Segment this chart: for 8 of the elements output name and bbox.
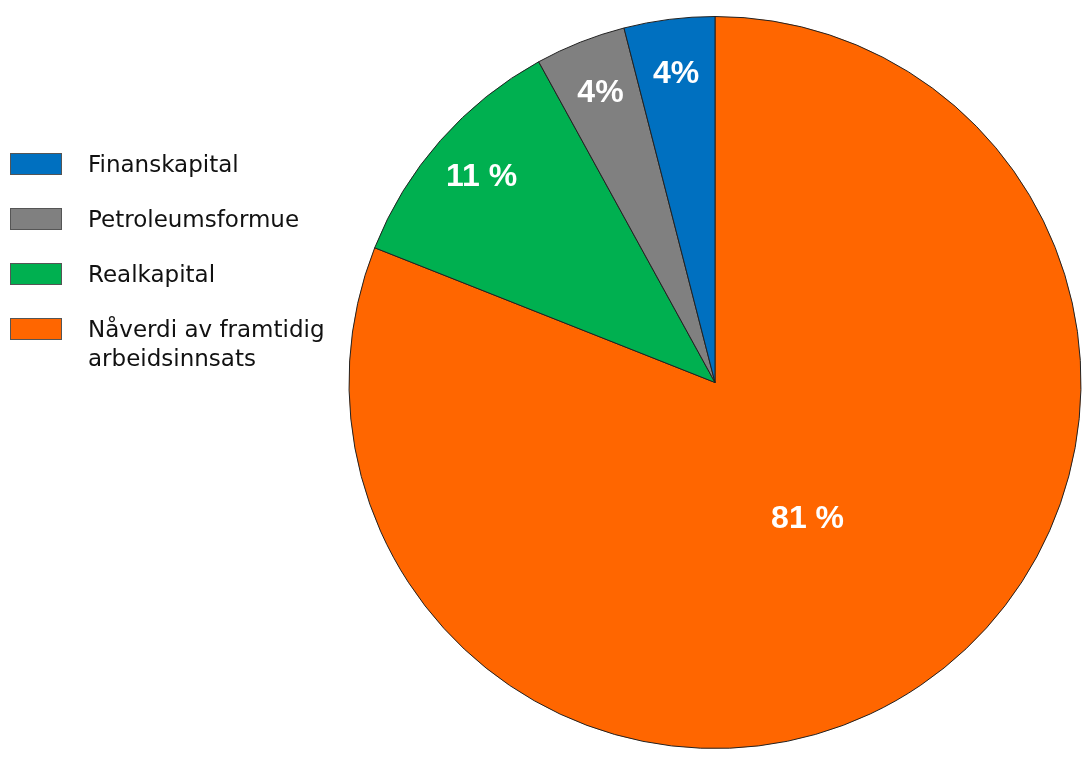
data-label: 4% [577, 73, 624, 110]
legend-label: Finanskapital [88, 150, 239, 179]
data-label: 11 % [446, 156, 518, 193]
legend-label: Realkapital [88, 260, 216, 289]
data-label: 81 % [771, 498, 845, 535]
data-label: 4% [652, 53, 700, 90]
legend-label: Petroleumsformue [88, 205, 300, 234]
legend-label: Nåverdi av framtidig arbeidsinnsats [88, 315, 326, 373]
